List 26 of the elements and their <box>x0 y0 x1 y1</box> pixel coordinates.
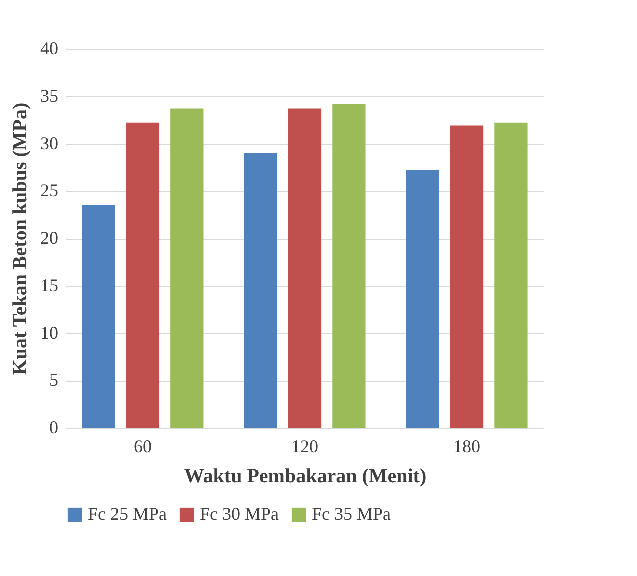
y-tick-label: 35 <box>40 86 58 106</box>
bar <box>126 122 160 428</box>
y-tick-label: 5 <box>50 370 58 390</box>
bar <box>450 126 484 428</box>
y-tick-label: 30 <box>40 133 58 154</box>
legend-label: Fc 35 MPa <box>312 504 392 524</box>
y-tick-label: 20 <box>40 228 58 248</box>
bar <box>494 122 528 428</box>
bar <box>332 104 366 428</box>
x-tick-label: 180 <box>454 436 481 456</box>
y-tick-label: 25 <box>40 180 58 201</box>
y-tick-label: 10 <box>40 322 58 343</box>
x-axis-title: Waktu Pembakaran (Menit) <box>184 466 427 488</box>
bar <box>82 205 116 428</box>
legend-label: Fc 30 MPa <box>200 504 280 524</box>
x-tick-label: 120 <box>292 436 318 456</box>
bar <box>406 170 440 428</box>
bar <box>244 153 278 428</box>
y-tick-label: 40 <box>40 38 58 58</box>
x-tick-label: 60 <box>134 436 152 456</box>
y-tick-label: 15 <box>40 275 58 296</box>
bar <box>288 108 322 428</box>
y-axis-title: Kuat Tekan Beton kubus (MPa) <box>10 102 32 376</box>
bar <box>170 108 204 428</box>
legend-label: Fc 25 MPa <box>88 504 168 524</box>
y-tick-label: 0 <box>50 418 58 438</box>
